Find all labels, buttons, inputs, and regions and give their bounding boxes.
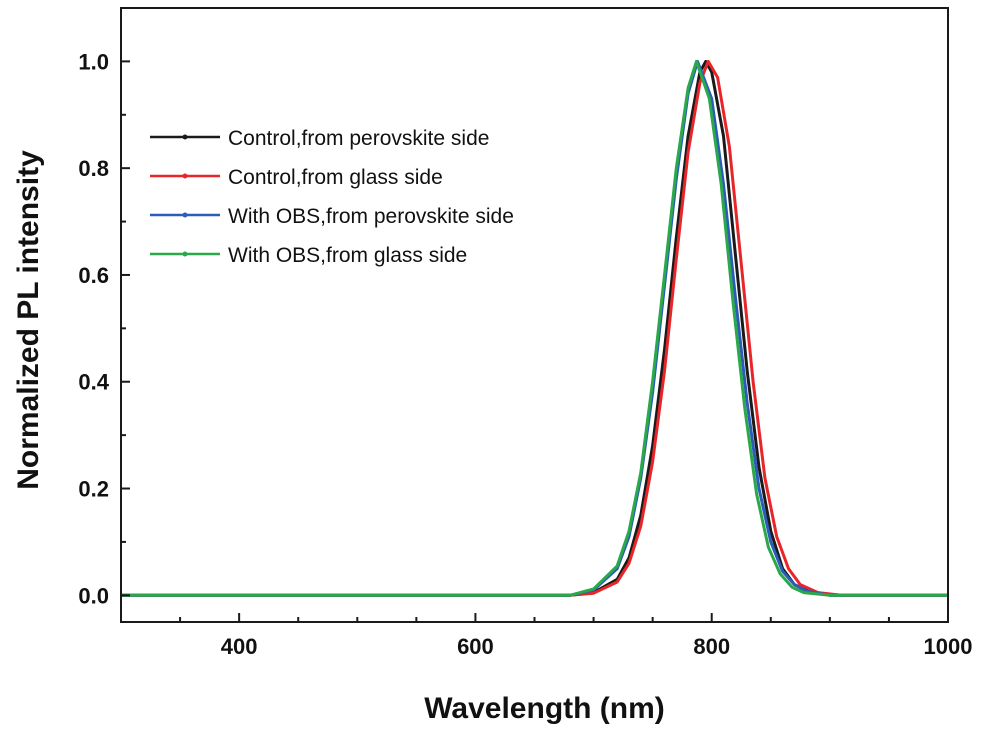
legend-label: Control,from perovskite side	[228, 127, 489, 150]
legend-label: With OBS,from perovskite side	[228, 205, 514, 228]
series-lines	[121, 59, 948, 597]
legend-marker	[182, 134, 188, 140]
x-tick-label: 600	[457, 634, 494, 659]
y-tick-label: 0.6	[78, 263, 109, 288]
series-line-4	[121, 59, 948, 597]
y-tick-label: 1.0	[78, 49, 109, 74]
legend-marker	[182, 173, 188, 179]
y-tick-label: 0.8	[78, 156, 109, 181]
x-tick-label: 1000	[924, 634, 973, 659]
x-tick-label: 400	[221, 634, 258, 659]
y-axis-title: Normalized PL intensity	[12, 150, 45, 490]
legend-label: Control,from glass side	[228, 166, 443, 189]
y-tick-label: 0.4	[78, 370, 109, 395]
plot-frame	[120, 7, 949, 623]
x-axis-title: Wavelength (nm)	[424, 692, 665, 725]
series-line-2	[121, 59, 948, 597]
legend: Control,from perovskite side Control,from…	[150, 127, 514, 267]
x-tick-label: 800	[693, 634, 730, 659]
y-tick-label: 0.0	[78, 583, 109, 608]
legend-marker	[182, 212, 188, 218]
legend-label: With OBS,from glass side	[228, 244, 467, 267]
legend-marker	[182, 251, 188, 257]
y-tick-label: 0.2	[78, 477, 109, 502]
